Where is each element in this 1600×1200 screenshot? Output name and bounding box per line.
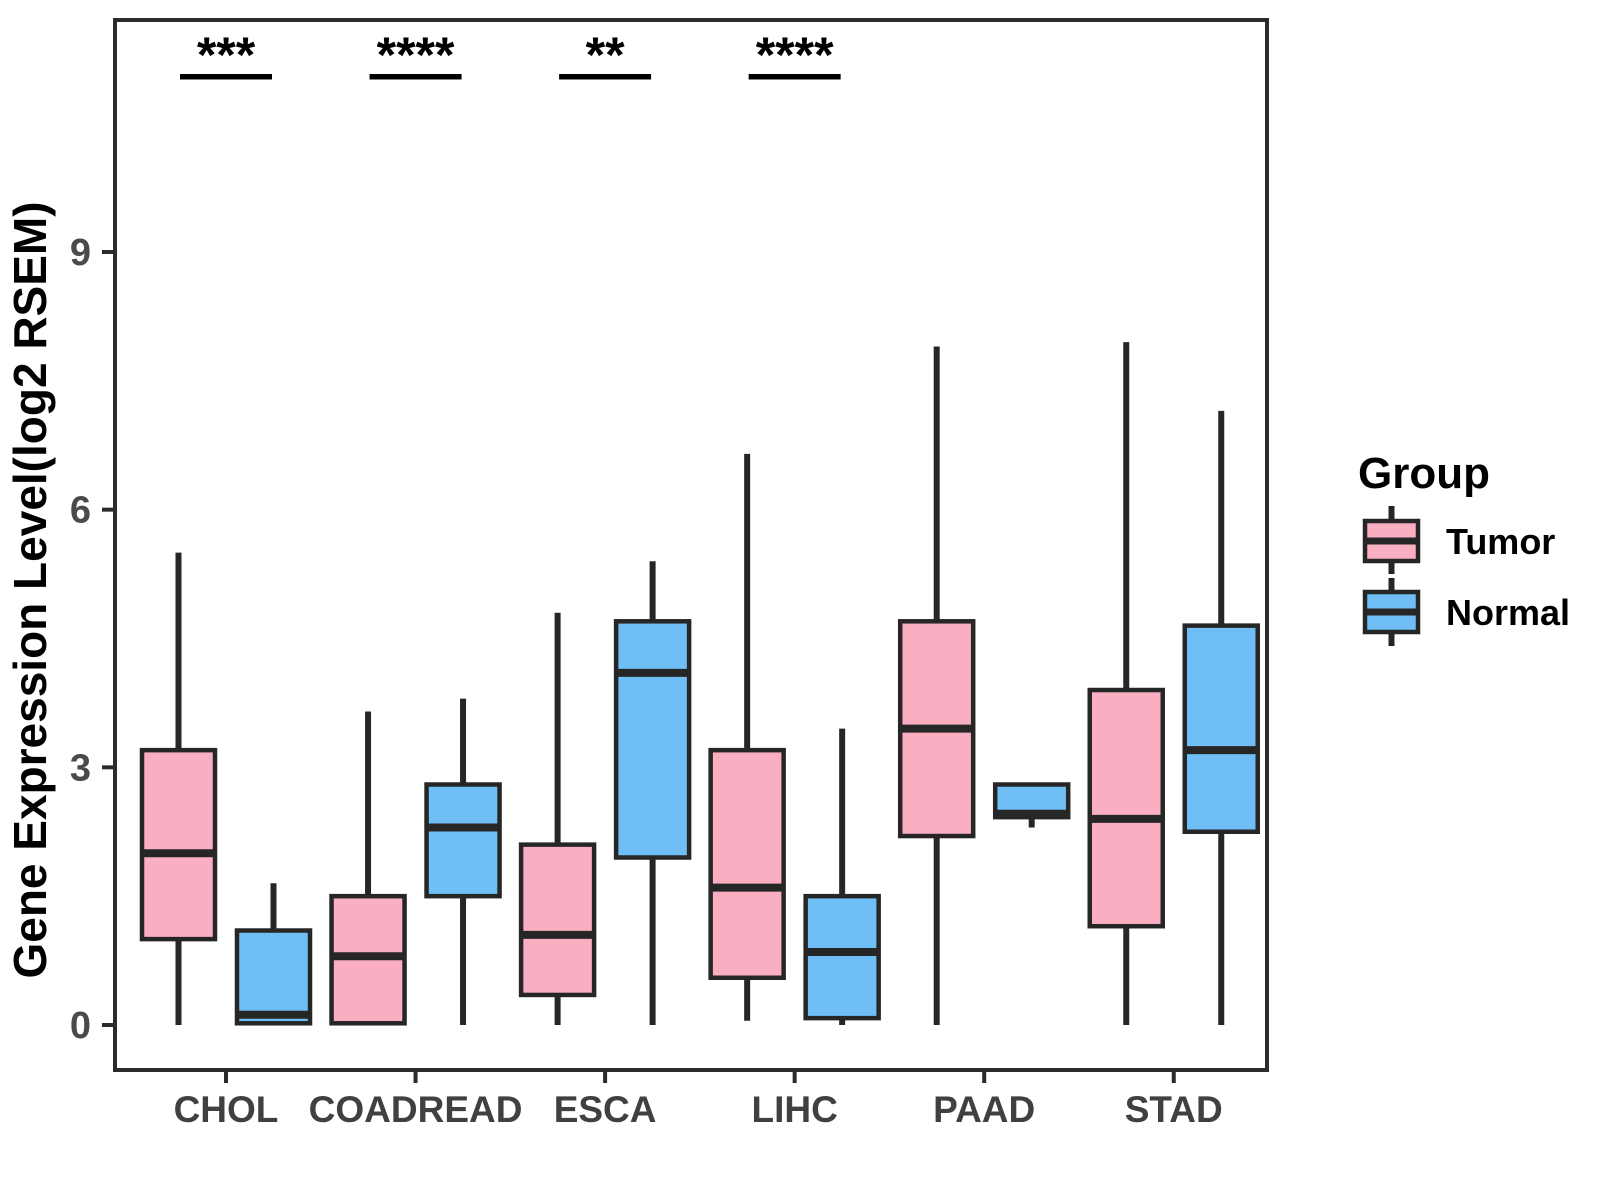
y-axis-title: Gene Expression Level(log2 RSEM) (4, 201, 56, 978)
legend: Group Tumor Normal (1358, 449, 1570, 646)
box-normal-LIHC (803, 893, 881, 1021)
x-label-CHOL: CHOL (174, 1089, 279, 1130)
x-label-LIHC: LIHC (751, 1089, 837, 1130)
box-tumor-LIHC (708, 747, 786, 981)
significance-stars-ESCA: ** (586, 27, 625, 83)
y-tick-label-9: 9 (70, 232, 91, 274)
x-label-COADREAD: COADREAD (309, 1089, 523, 1130)
y-tick-label-0: 0 (70, 1005, 91, 1047)
x-label-ESCA: ESCA (554, 1089, 657, 1130)
box-tumor-ESCA (518, 842, 597, 998)
legend-title: Group (1358, 449, 1490, 498)
significance-bar-LIHC (748, 74, 841, 80)
x-label-STAD: STAD (1125, 1089, 1223, 1130)
legend-label-normal: Normal (1446, 592, 1570, 633)
significance-stars-COADREAD: **** (377, 27, 455, 83)
box-normal-ESCA (613, 619, 692, 860)
box-normal-STAD (1182, 623, 1260, 834)
y-tick-label-3: 3 (70, 747, 91, 789)
box-normal-COADREAD (424, 782, 502, 899)
box-tumor-CHOL (139, 747, 218, 942)
significance-bar-COADREAD (369, 74, 462, 80)
significance-bar-CHOL (180, 74, 272, 80)
panel-border (113, 18, 1269, 1072)
box-tumor-STAD (1087, 687, 1165, 929)
legend-key-tumor: Tumor (1362, 506, 1555, 574)
significance-stars-CHOL: *** (197, 27, 256, 83)
x-label-PAAD: PAAD (933, 1089, 1035, 1130)
y-tick-label-6: 6 (70, 490, 91, 532)
legend-label-tumor: Tumor (1446, 521, 1555, 562)
legend-key-normal: Normal (1362, 578, 1570, 646)
significance-stars-LIHC: **** (756, 27, 834, 83)
box-normal-CHOL (234, 928, 313, 1026)
significance-bar-ESCA (559, 74, 652, 80)
